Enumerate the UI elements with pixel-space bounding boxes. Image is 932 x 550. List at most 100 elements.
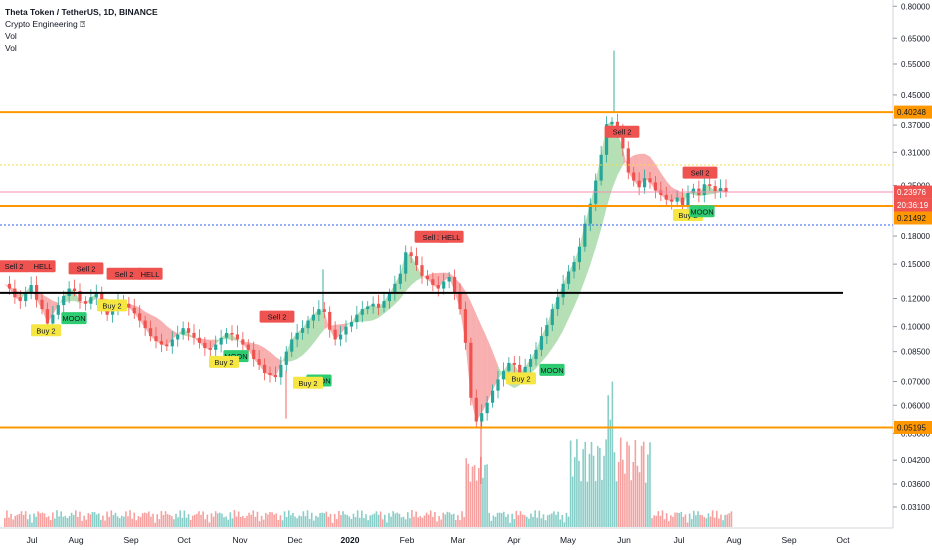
candle-body: [127, 303, 131, 308]
volume-bar: [588, 453, 591, 527]
signal-label-text: Buy 2: [36, 326, 55, 335]
signal-label-box: [259, 310, 295, 323]
signal-label-box: [209, 355, 239, 368]
signal-label-buy: Buy 2: [506, 372, 536, 385]
indicator-cloud-segment: [166, 326, 173, 347]
volume-bar: [386, 522, 388, 527]
candle-body: [680, 197, 685, 206]
volume-bar: [452, 513, 455, 527]
volume-bar: [461, 511, 463, 527]
candle-body: [138, 313, 142, 321]
volume-bar: [18, 513, 21, 527]
volume-bar: [246, 515, 248, 527]
volume-bar: [594, 481, 597, 527]
volume-bar: [47, 516, 50, 527]
signal-label-sell: Sell 2: [106, 267, 142, 280]
candle-body: [436, 285, 440, 289]
candle-body: [642, 178, 647, 188]
candle-body: [376, 303, 381, 308]
volume-bar: [528, 518, 530, 527]
candle-body: [556, 297, 560, 310]
volume-bar: [154, 522, 156, 527]
volume-bar: [313, 520, 315, 527]
volume-bar: [599, 447, 601, 527]
indicator-vol-2[interactable]: Vol: [5, 43, 17, 53]
candle-body: [474, 397, 478, 422]
volume-bar: [168, 514, 171, 527]
volume-bar: [327, 516, 330, 527]
candle-body: [442, 281, 446, 289]
candle-body: [718, 187, 723, 192]
volume-bar: [175, 513, 177, 527]
signal-label-box: [61, 312, 87, 325]
indicator-cloud-segment: [443, 272, 450, 282]
volume-bar: [152, 513, 154, 527]
volume-bar: [644, 482, 647, 527]
candle-body: [572, 262, 576, 272]
volume-bar: [58, 516, 60, 527]
volume-bar: [131, 518, 133, 527]
volume-bar: [630, 480, 632, 527]
candle-body: [45, 309, 50, 324]
volume-bar: [695, 515, 697, 527]
y-tick-label: 0.12000: [901, 295, 930, 304]
volume-bar: [239, 517, 242, 527]
volume-bar: [323, 513, 326, 527]
volume-bar: [713, 517, 716, 527]
volume-bar: [102, 515, 104, 527]
indicator-cloud-segment: [498, 365, 504, 380]
signal-label-text: HELL: [34, 262, 53, 271]
signal-label-text: Buy 2: [511, 374, 530, 383]
candle-body: [550, 309, 554, 326]
volume-bar: [517, 515, 520, 527]
volume-bar: [104, 520, 106, 527]
volume-bar: [93, 512, 96, 527]
volume-bar: [565, 512, 568, 527]
volume-bar: [693, 510, 695, 527]
volume-bar: [715, 510, 718, 527]
signal-label-sell: Sell 2: [604, 125, 640, 138]
volume-bar: [87, 513, 90, 527]
volume-bar: [444, 514, 447, 527]
volume-bar: [711, 510, 714, 527]
volume-bar: [233, 510, 236, 527]
y-tick-label: 0.07000: [901, 378, 930, 387]
price-tag-level-top-text: 0.40248: [897, 108, 926, 117]
volume-bar: [194, 514, 196, 527]
price-tag-level-top-box: [894, 105, 932, 119]
x-tick-label: Sep: [123, 535, 138, 545]
candle-body: [360, 309, 364, 315]
y-tick-label: 0.08500: [901, 348, 930, 357]
volume-bar: [231, 518, 234, 527]
volume-bar: [114, 512, 117, 527]
volume-bar: [511, 513, 513, 527]
candle-body: [94, 293, 98, 298]
volume-bar: [384, 514, 386, 527]
candle-body: [409, 252, 413, 257]
candle-body: [311, 314, 316, 321]
volume-bar: [667, 521, 670, 527]
volume-bar: [605, 439, 607, 527]
candle-body: [420, 265, 424, 276]
volume-bar: [728, 513, 731, 527]
volume-bar: [578, 460, 580, 527]
indicator-vol-1[interactable]: Vol: [5, 31, 17, 41]
volume-bar: [123, 516, 125, 527]
volume-bar: [467, 463, 470, 527]
volume-bar: [626, 441, 628, 527]
x-tick-label: Sep: [781, 535, 796, 545]
volume-bar: [24, 511, 27, 527]
signal-label-buy: Buy 2: [31, 324, 61, 337]
volume-bar: [402, 516, 405, 527]
volume-bar: [482, 477, 484, 527]
candle-body: [534, 349, 538, 360]
candle-body: [599, 154, 603, 181]
volume-bar: [319, 513, 321, 527]
candle-body: [51, 314, 55, 324]
indicator-crypto-engineering[interactable]: Crypto Engineering ⍰: [5, 19, 86, 29]
volume-bar: [659, 515, 662, 527]
signal-label-text: Sell 2: [268, 313, 287, 322]
volume-bar: [703, 517, 706, 527]
volume-bar: [208, 522, 211, 527]
